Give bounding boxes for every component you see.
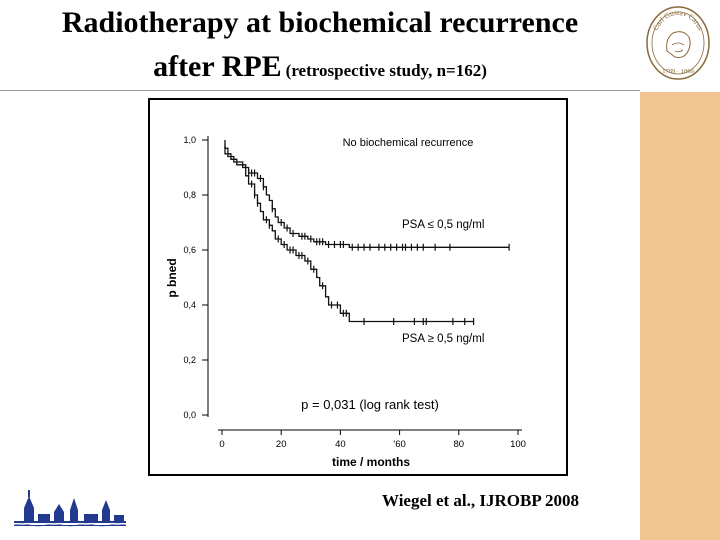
chart-axes: 0,0 0,2 0,4 0,6 0,8 1,0 0 20 40 '60 80 100 (183, 135, 525, 450)
series-label-low-psa: PSA ≤ 0,5 ng/ml (402, 219, 484, 231)
slide-title-subtitle: (retrospective study, n=162) (285, 61, 487, 80)
skyline-baseline (14, 525, 126, 526)
x-tick-label: '60 (393, 439, 405, 450)
svg-text:Carl Gustav Carus: Carl Gustav Carus (651, 8, 705, 32)
chart-title: No biochemical recurrence (343, 137, 474, 149)
slide-title-line1: Radiotherapy at biochemical recurrence (61, 6, 579, 39)
series-label-high-psa: PSA ≥ 0,5 ng/ml (402, 333, 484, 345)
y-tick-label: 1,0 (183, 135, 196, 145)
y-tick-label: 0,6 (183, 245, 196, 255)
x-tick-label: 20 (276, 439, 287, 450)
chart-frame: 0,0 0,2 0,4 0,6 0,8 1,0 0 20 40 '60 80 100 No bioch… (148, 98, 568, 476)
y-axis-label: p bned (165, 258, 179, 297)
series-line-low-psa (224, 140, 510, 248)
y-tick-label: 0,8 (183, 190, 196, 200)
chart-series (224, 140, 510, 325)
sidebar-divider (640, 90, 720, 92)
x-tick-label: 100 (510, 439, 526, 450)
dresden-skyline-icon (14, 490, 126, 527)
x-tick-label: 40 (335, 439, 346, 450)
seal-text: Carl Gustav Carus (651, 8, 705, 32)
citation: Wiegel et al., IJROBP 2008 (382, 491, 580, 510)
y-tick-label: 0,4 (183, 300, 196, 310)
title-divider (0, 90, 640, 91)
seal-years: 1789 · 1869 (662, 68, 693, 75)
portrait-seal-icon: Carl Gustav Carus 1789 · 1869 (646, 6, 710, 80)
slide-title-main: after RPE (153, 50, 282, 83)
slide-title-line2: after RPE (retrospective study, n=162) (0, 50, 640, 84)
x-tick-label: 80 (454, 439, 465, 450)
logrank-annotation: p = 0,031 (log rank test) (301, 397, 439, 412)
x-tick-label: 0 (219, 439, 224, 450)
accent-sidebar (640, 90, 720, 540)
series-line-high-psa (224, 145, 474, 323)
x-axis-label: time / months (332, 455, 410, 469)
y-tick-label: 0,0 (183, 410, 196, 420)
kaplan-meier-chart: 0,0 0,2 0,4 0,6 0,8 1,0 0 20 40 '60 80 100 No bioch… (165, 135, 526, 469)
y-tick-label: 0,2 (183, 355, 196, 365)
